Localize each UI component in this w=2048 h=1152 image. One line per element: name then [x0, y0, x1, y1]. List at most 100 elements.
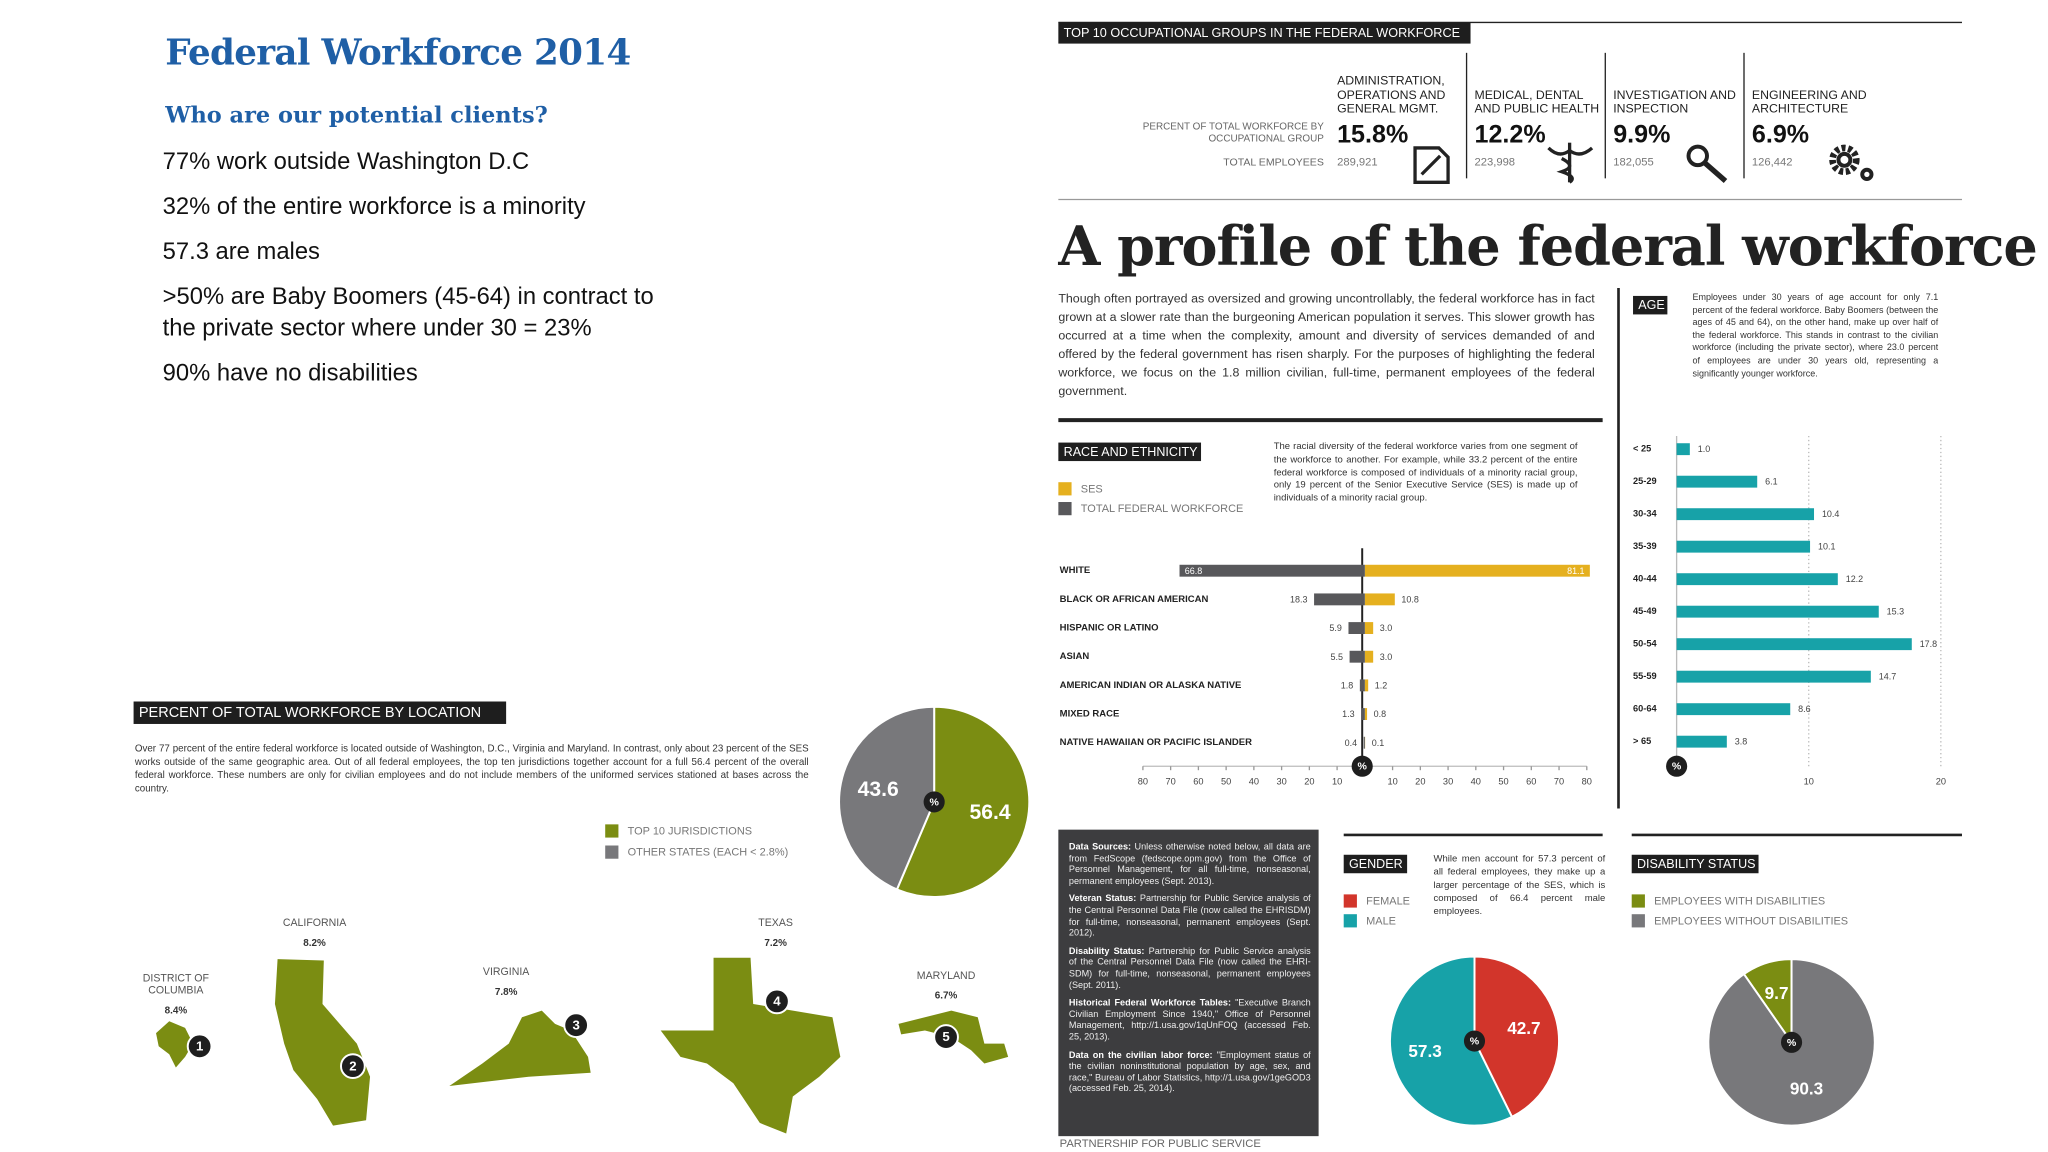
group-name-wrap: MEDICAL, DENTAL AND PUBLIC HEALTH	[1474, 63, 1601, 116]
rank-number: 2	[349, 1058, 356, 1073]
value-label: 10.1	[1818, 542, 1835, 552]
heading-box	[1631, 854, 1759, 874]
state-share: 7.2%	[764, 938, 787, 949]
group-name: MEDICAL, DENTAL AND PUBLIC HEALTH	[1474, 63, 1601, 116]
rank-number: 1	[196, 1038, 203, 1053]
state-name: DISTRICT OF COLUMBIA	[143, 972, 209, 996]
bar	[1676, 735, 1727, 748]
category-label: > 65	[1633, 736, 1651, 746]
legend-label: OTHER STATES (EACH < 2.8%)	[628, 847, 789, 859]
legend-swatch	[1343, 894, 1357, 908]
bar	[1348, 622, 1365, 634]
value-label: 3.0	[1380, 623, 1392, 633]
state-name: TEXAS	[758, 916, 793, 929]
x-tick-label: 50	[1221, 777, 1231, 787]
section-heading: TOP 10 OCCUPATIONAL GROUPS IN THE FEDERA…	[1064, 26, 1460, 40]
section-heading: RACE AND ETHNICITY	[1064, 445, 1198, 459]
section-heading: AGE	[1638, 298, 1665, 312]
value-label: 8.6	[1798, 704, 1810, 714]
x-tick-label: 80	[1138, 777, 1148, 787]
x-tick-label: 70	[1554, 777, 1564, 787]
rank-number: 5	[942, 1029, 949, 1044]
bar	[1676, 475, 1758, 488]
slice-label: 57.3	[1408, 1041, 1441, 1061]
value-label: 1.0	[1698, 444, 1710, 454]
gears-icon	[1829, 144, 1874, 181]
footer: PARTNERSHIP FOR PUBLIC SERVICE	[1060, 1138, 1261, 1150]
rank-badge	[933, 1024, 959, 1050]
x-tick-label: 20	[1415, 777, 1425, 787]
description-text: Over 77 percent of the entire federal wo…	[134, 742, 809, 794]
value-label: 0.8	[1374, 709, 1386, 719]
legend-swatch	[1343, 914, 1357, 928]
value-label: 3.8	[1735, 737, 1747, 747]
row-label: PERCENT OF TOTAL WORKFORCE BY OCCUPATION…	[1143, 122, 1324, 143]
description-text: The racial diversity of the federal work…	[1273, 439, 1578, 504]
category-label: < 25	[1633, 444, 1651, 454]
bullet: 32% of the entire workforce is a minorit…	[162, 192, 586, 220]
state-share: 8.4%	[165, 1005, 188, 1016]
state-share: 6.7%	[935, 991, 958, 1002]
value-label: 10.8	[1401, 594, 1418, 604]
group-name-wrap: INVESTIGATION AND INSPECTION	[1613, 63, 1740, 116]
value-label: 0.1	[1372, 738, 1384, 748]
section-heading: DISABILITY STATUS	[1637, 857, 1756, 871]
bar	[1364, 708, 1368, 720]
source-lead: Disability Status:	[1068, 946, 1145, 957]
bar	[1676, 443, 1690, 456]
state-name: VIRGINIA	[482, 965, 530, 978]
heading-box	[1058, 22, 1471, 44]
magnifier-icon	[1686, 144, 1728, 183]
x-tick-label: 80	[1582, 777, 1592, 787]
source-text: "Executive Branch Civilian Employment Si…	[1068, 998, 1311, 1043]
source-entry: Data Sources: Unless otherwise noted bel…	[1069, 843, 1311, 888]
legend-label: EMPLOYEES WITH DISABILITIES	[1654, 896, 1825, 908]
x-tick-label: 20	[1304, 777, 1314, 787]
value-label: 14.7	[1879, 672, 1896, 682]
map-dc	[156, 1021, 194, 1068]
category-label: NATIVE HAWAIIAN OR PACIFIC ISLANDER	[1060, 737, 1252, 748]
slice-label: 56.4	[970, 801, 1011, 824]
group-employees: 223,998	[1474, 156, 1515, 168]
group-employees: 182,055	[1613, 156, 1654, 168]
slice-label: 90.3	[1790, 1079, 1823, 1099]
source-text: "Employment status of the civilian nonin…	[1068, 1050, 1311, 1095]
x-tick-label: 60	[1193, 777, 1203, 787]
legend-swatch	[605, 824, 619, 838]
bullet-list: 77% work outside Washington D.C 32% of th…	[162, 148, 654, 386]
x-tick-label: 40	[1249, 777, 1259, 787]
group-name: INVESTIGATION AND INSPECTION	[1613, 63, 1740, 116]
intro-text: Though often portrayed as oversized and …	[1058, 290, 1595, 398]
source-lead: Data on the civilian labor force:	[1068, 1050, 1213, 1061]
pie-slice	[1473, 955, 1560, 1119]
slide-title: Federal Workforce 2014	[165, 32, 630, 73]
rank-number: 3	[572, 1017, 579, 1032]
category-label: ASIAN	[1060, 651, 1090, 662]
source-text: Partnership for Public Service analysis …	[1068, 946, 1311, 991]
legend-swatch	[1058, 502, 1072, 516]
map-texas	[660, 957, 841, 1134]
sources: Data Sources: Unless otherwise noted bel…	[1068, 843, 1311, 1095]
source-lead: Data Sources:	[1068, 842, 1132, 853]
document-icon	[1413, 146, 1450, 184]
legend-label: TOP 10 JURISDICTIONS	[628, 826, 752, 838]
state-name: VIRGINIA	[482, 965, 530, 978]
heading-box	[1058, 442, 1202, 462]
heading-box	[1343, 854, 1408, 874]
category-label: 45-49	[1633, 606, 1657, 616]
map-california	[274, 959, 371, 1126]
slice-label: 43.6	[858, 778, 899, 801]
category-label: MIXED RACE	[1060, 709, 1120, 720]
value-label: 1.3	[1342, 709, 1354, 719]
category-label: 50-54	[1633, 639, 1657, 649]
section-heading: PERCENT OF TOTAL WORKFORCE BY LOCATION	[139, 705, 481, 721]
bullet: 57.3 are males	[162, 237, 320, 265]
sources-box	[1058, 829, 1319, 1137]
category-label: BLACK OR AFRICAN AMERICAN	[1060, 594, 1209, 605]
value-label: 5.9	[1329, 623, 1341, 633]
legend-label: MALE	[1366, 915, 1396, 927]
rank-badge	[764, 988, 790, 1015]
center-label: %	[1358, 761, 1368, 773]
description: Over 77 percent of the entire federal wo…	[134, 742, 809, 794]
state-name: CALIFORNIA	[283, 917, 346, 929]
